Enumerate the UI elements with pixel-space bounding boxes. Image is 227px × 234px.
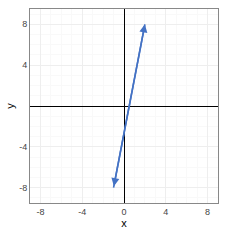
svg-text:8: 8: [205, 207, 210, 217]
svg-text:0: 0: [121, 207, 126, 217]
svg-text:4: 4: [22, 60, 27, 70]
svg-text:-8: -8: [36, 207, 44, 217]
svg-text:4: 4: [163, 207, 168, 217]
svg-text:x: x: [121, 217, 127, 229]
svg-text:-8: -8: [19, 183, 27, 193]
svg-text:-4: -4: [19, 142, 27, 152]
svg-text:-4: -4: [78, 207, 86, 217]
svg-text:y: y: [4, 103, 16, 109]
svg-text:8: 8: [22, 19, 27, 29]
